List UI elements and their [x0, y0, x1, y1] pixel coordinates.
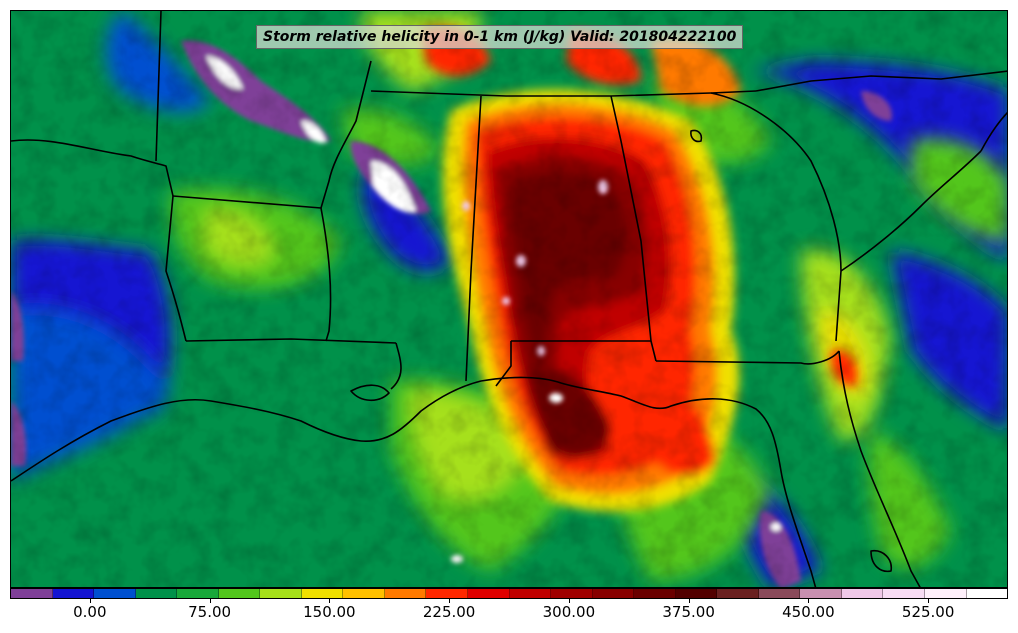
helicity-map — [11, 11, 1007, 587]
colorbar-segment — [343, 589, 385, 598]
colorbar-segment — [301, 589, 344, 598]
map-title-box: Storm relative helicity in 0-1 km (J/kg)… — [256, 25, 744, 49]
map-title: Storm relative helicity in 0-1 km (J/kg)… — [263, 29, 737, 45]
colorbar — [10, 588, 1008, 599]
colorbar-tick-label: 525.00 — [901, 603, 955, 621]
colorbar-tick-label: 225.00 — [422, 603, 476, 621]
colorbar-segment — [52, 589, 95, 598]
colorbar-segment — [925, 589, 967, 598]
field-texture — [11, 11, 1007, 587]
colorbar-segment — [634, 589, 676, 598]
map-panel: Storm relative helicity in 0-1 km (J/kg)… — [10, 10, 1008, 588]
colorbar-segment — [384, 589, 427, 598]
colorbar-segment — [426, 589, 469, 598]
colorbar-tick — [209, 599, 211, 603]
colorbar-tick-label: 0.00 — [73, 603, 107, 621]
colorbar-tick — [89, 599, 91, 603]
colorbar-segment — [883, 589, 926, 598]
colorbar-segment — [11, 589, 53, 598]
colorbar-segment — [800, 589, 842, 598]
colorbar-segment — [675, 589, 718, 598]
colorbar-segment — [468, 589, 510, 598]
colorbar-tick-label: 75.00 — [188, 603, 232, 621]
colorbar-segment — [551, 589, 593, 598]
colorbar-tick — [688, 599, 690, 603]
colorbar-segment — [135, 589, 178, 598]
colorbar-tick — [568, 599, 570, 603]
colorbar-segment — [177, 589, 219, 598]
colorbar-tick — [928, 599, 930, 603]
colorbar-segment — [841, 589, 884, 598]
colorbar-segment — [717, 589, 759, 598]
colorbar-tick-label: 375.00 — [662, 603, 715, 621]
colorbar-tick — [808, 599, 810, 603]
state-boundaries — [11, 11, 1007, 587]
colorbar-segment — [592, 589, 635, 598]
colorbar-segment — [260, 589, 302, 598]
colorbar-tick — [449, 599, 451, 603]
colorbar-segment — [94, 589, 136, 598]
colorbar-tick-label: 300.00 — [542, 603, 596, 621]
colorbar-ticks: 0.00 75.00 150.00 225.00 300.00 375.00 450.00 5… — [10, 599, 1008, 629]
colorbar-segment — [758, 589, 801, 598]
colorbar-tick-label: 450.00 — [782, 603, 835, 621]
colorbar-segment — [966, 589, 1008, 598]
colorbar-tick-label: 150.00 — [303, 603, 356, 621]
colorbar-segment — [218, 589, 261, 598]
colorbar-segment — [509, 589, 552, 598]
colorbar-tick — [329, 599, 331, 603]
